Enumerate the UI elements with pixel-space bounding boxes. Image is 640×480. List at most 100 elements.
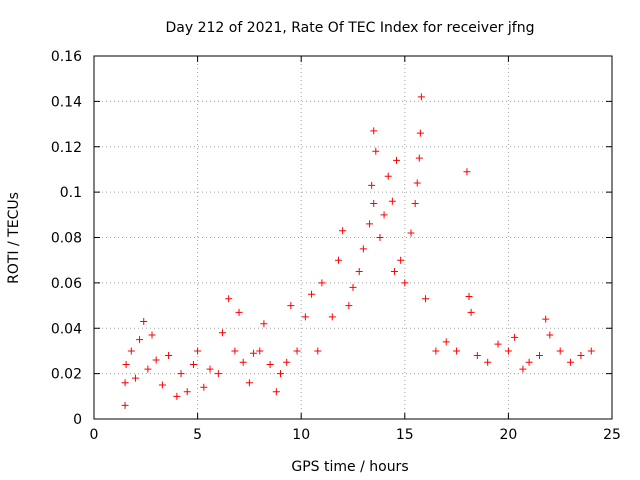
data-point [245, 379, 253, 387]
data-point [413, 179, 421, 187]
data-point [380, 211, 388, 219]
plot-frame [93, 55, 613, 420]
data-point [165, 351, 173, 359]
data-point [349, 283, 357, 291]
data-point [121, 379, 129, 387]
y-axis-label: ROTI / TECUs [6, 192, 22, 284]
data-point [235, 308, 243, 316]
data-point [393, 156, 401, 164]
data-point [276, 370, 284, 378]
data-point [388, 197, 396, 205]
data-point [314, 347, 322, 355]
data-point [260, 320, 268, 328]
data-point [148, 331, 156, 339]
x-tick-label: 0 [90, 427, 99, 443]
data-point [467, 308, 475, 316]
data-point [301, 313, 309, 321]
data-point [121, 401, 129, 409]
data-point [206, 365, 214, 373]
data-point [136, 336, 144, 344]
data-point [422, 295, 430, 303]
x-tick-label: 10 [292, 427, 310, 443]
x-tick-label: 15 [396, 427, 414, 443]
data-point [239, 358, 247, 366]
data-point [370, 127, 378, 135]
data-point [318, 279, 326, 287]
data-point [519, 365, 527, 373]
x-tick-label: 20 [499, 427, 517, 443]
data-point [511, 333, 519, 341]
data-point [287, 302, 295, 310]
y-tick-label: 0.02 [51, 367, 82, 383]
data-point [494, 340, 502, 348]
data-points [121, 93, 595, 409]
y-tick-label: 0.04 [51, 321, 82, 337]
data-point [411, 199, 419, 207]
data-point [535, 351, 543, 359]
data-point [442, 338, 450, 346]
data-point [256, 347, 264, 355]
y-tick-labels: 0 0.02 0.04 0.06 0.08 0.1 0.12 0.14 0.16 [51, 49, 82, 428]
y-tick-label: 0.14 [51, 94, 82, 110]
data-point [266, 361, 274, 369]
data-point [376, 234, 384, 241]
y-tick-label: 0.16 [51, 49, 82, 65]
data-point [328, 313, 336, 321]
data-point [453, 347, 461, 355]
data-point [131, 374, 139, 382]
data-point [152, 356, 160, 364]
data-point [345, 302, 353, 310]
data-point [144, 365, 152, 373]
x-tick-label: 25 [603, 427, 621, 443]
chart-title: Day 212 of 2021, Rate Of TEC Index for r… [166, 20, 535, 36]
data-point [546, 331, 554, 339]
y-tick-label: 0.12 [51, 140, 82, 156]
data-point [359, 245, 367, 253]
y-tick-label: 0.1 [60, 185, 82, 201]
data-point [525, 358, 533, 366]
data-point [194, 347, 202, 355]
data-point [473, 351, 481, 359]
data-point [390, 268, 398, 276]
data-point [177, 370, 185, 378]
data-point [225, 295, 233, 303]
data-point [214, 370, 222, 378]
data-point [183, 388, 191, 396]
x-axis-label: GPS time / hours [291, 459, 408, 475]
data-point [417, 93, 425, 101]
data-point [401, 279, 409, 287]
data-point [366, 220, 374, 228]
data-point [334, 256, 342, 264]
data-point [355, 268, 363, 276]
y-tick-label: 0 [73, 412, 82, 428]
data-point [293, 347, 301, 355]
data-point [484, 358, 492, 366]
data-point [397, 256, 405, 264]
data-point [283, 358, 291, 366]
data-point [127, 347, 135, 355]
grid [94, 56, 612, 419]
data-point [250, 349, 258, 357]
data-point [370, 199, 378, 207]
data-point [432, 347, 440, 355]
data-point [577, 351, 585, 359]
data-point [542, 315, 550, 323]
data-point [218, 329, 226, 337]
data-point [556, 347, 564, 355]
data-point [122, 361, 130, 369]
data-point [189, 361, 197, 369]
y-tick-label: 0.08 [51, 231, 82, 247]
x-tick-labels: 0 5 10 15 20 25 [90, 427, 621, 443]
data-point [272, 388, 280, 396]
y-tick-label: 0.06 [51, 276, 82, 292]
data-point [407, 229, 415, 237]
data-point [465, 292, 473, 300]
data-point [368, 181, 376, 189]
data-point [567, 358, 575, 366]
data-point [308, 290, 316, 298]
data-point [158, 381, 166, 389]
data-point [384, 172, 392, 180]
data-point [463, 168, 471, 176]
data-point [415, 154, 423, 162]
